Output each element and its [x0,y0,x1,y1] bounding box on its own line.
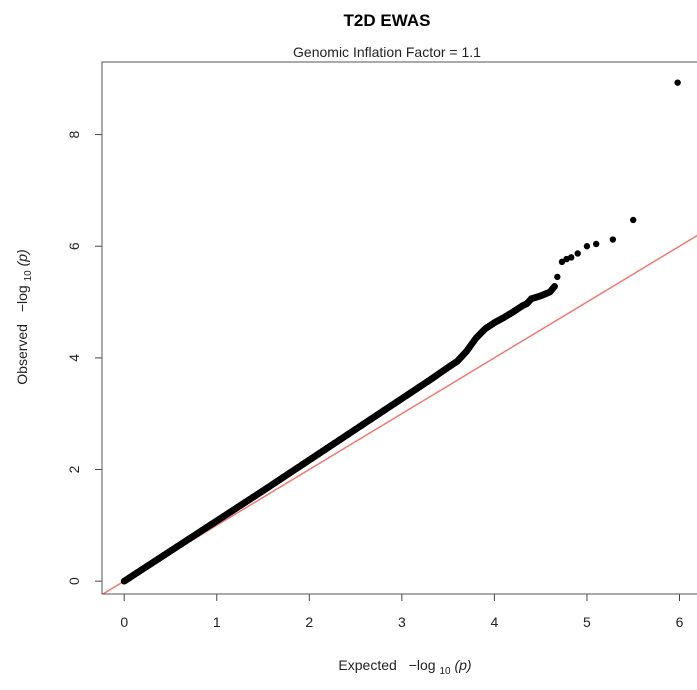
data-point [583,243,591,250]
x-tick-label: 1 [213,614,221,630]
x-axis-label-log: −log [409,657,436,673]
data-point [574,250,581,257]
data-point [554,273,561,281]
x-axis-label-prefix: Expected [338,657,396,673]
plot-frame [101,61,697,595]
data-point [609,236,617,243]
x-tick-label: 0 [120,614,128,630]
y-axis-label-arg: (p) [14,249,30,266]
x-tick-label: 5 [583,614,591,630]
y-axis-label-log: −log [14,285,30,312]
chart-subtitle: Genomic Inflation Factor = 1.1 [293,44,481,60]
chart-title: T2D EWAS [344,11,431,30]
data-point [674,79,681,86]
axis-ticks [95,134,680,601]
y-tick-label: 6 [66,242,82,250]
y-tick-label: 8 [66,130,82,138]
x-axis-label: Expected −log 10 (p) [338,657,471,677]
y-tick-label: 4 [66,354,82,362]
y-axis-label-sub: 10 [23,270,34,282]
y-tick-label: 2 [66,465,82,473]
x-axis-label-sub: 10 [439,666,451,677]
x-tick-label: 3 [398,614,406,630]
x-tick-label: 4 [490,614,498,630]
data-point [630,216,637,224]
x-axis-label-arg: (p) [454,657,471,673]
data-points [120,79,681,585]
data-point [592,240,600,248]
data-point [568,254,575,261]
plot-area [95,61,697,601]
x-tick-label: 2 [305,614,313,630]
y-tick-label: 0 [66,577,82,585]
data-point [558,258,566,266]
y-axis-label: Observed −log 10 (p) [14,249,34,384]
y-axis-label-prefix: Observed [14,324,30,385]
x-tick-label: 6 [676,614,684,630]
data-point [551,283,558,290]
x-tick-labels: 0 1 2 3 4 5 6 [120,614,683,630]
y-tick-labels: 0 2 4 6 8 [66,130,82,585]
